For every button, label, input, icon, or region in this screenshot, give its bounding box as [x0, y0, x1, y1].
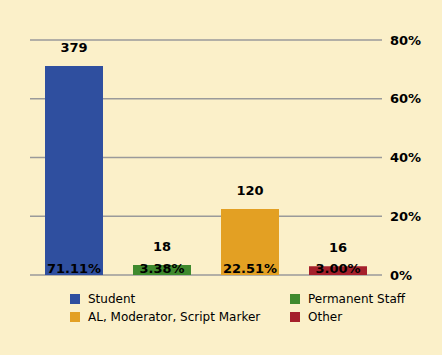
svg-text:71.11%: 71.11%	[47, 261, 101, 276]
svg-text:3.00%: 3.00%	[315, 261, 360, 276]
svg-text:60%: 60%	[390, 91, 421, 106]
svg-text:0%: 0%	[390, 268, 412, 283]
html-text:Permanent Staff: Permanent Staff	[308, 292, 405, 306]
svg-text:18: 18	[153, 239, 171, 254]
html-text:Student: Student	[88, 292, 136, 306]
svg-text:120: 120	[236, 183, 263, 198]
svg-text:40%: 40%	[390, 150, 421, 165]
svg-text:16: 16	[329, 240, 347, 255]
svg-text:379: 379	[60, 40, 87, 55]
svg-text:22.51%: 22.51%	[223, 261, 277, 276]
html-text:AL, Moderator, Script Marker: AL, Moderator, Script Marker	[88, 310, 261, 324]
html-text:Other: Other	[308, 310, 343, 324]
svg-text:20%: 20%	[390, 209, 421, 224]
svg-text:80%: 80%	[390, 33, 421, 48]
svg-text:3.38%: 3.38%	[139, 261, 184, 276]
